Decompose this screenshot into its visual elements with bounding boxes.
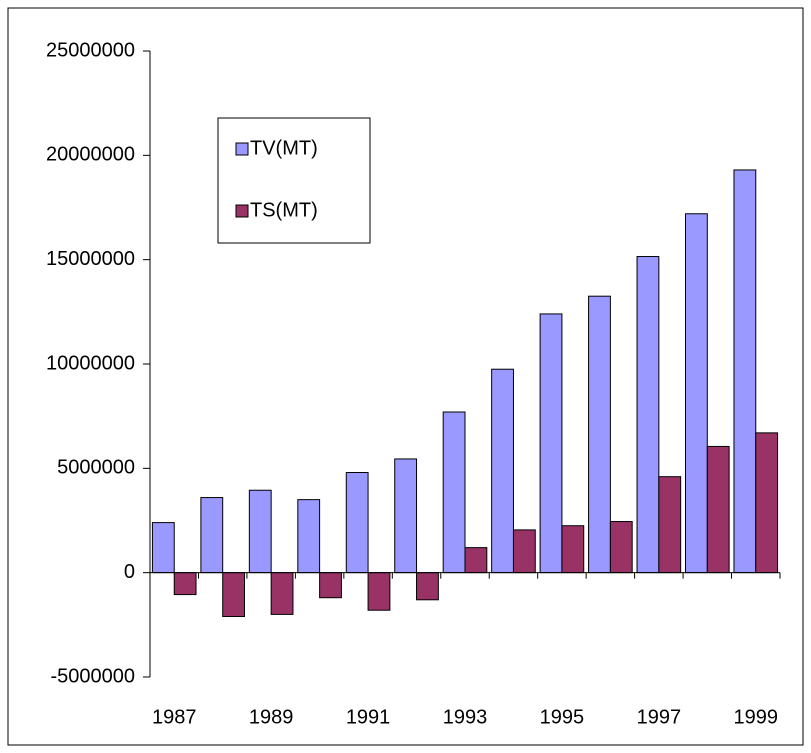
bar xyxy=(561,525,585,574)
x-tick-label: 1989 xyxy=(249,706,294,728)
y-tick-label: 5000000 xyxy=(57,457,135,479)
x-tick-label: 1987 xyxy=(152,706,197,728)
chart-frame xyxy=(7,7,804,746)
x-tick-label: 1997 xyxy=(637,706,682,728)
x-tick-label: 1999 xyxy=(734,706,779,728)
bar xyxy=(733,169,757,574)
legend-swatch xyxy=(235,204,249,218)
x-tick-label: 1991 xyxy=(346,706,391,728)
bar xyxy=(658,476,682,574)
bar xyxy=(297,499,321,574)
y-tick-label: 25000000 xyxy=(46,39,135,61)
bar xyxy=(685,213,708,574)
bar xyxy=(270,572,294,615)
legend-box xyxy=(217,117,371,244)
y-tick-label: 0 xyxy=(124,561,135,583)
legend-label: TS(MT) xyxy=(250,199,318,221)
bar xyxy=(539,313,563,574)
bar xyxy=(367,572,391,611)
bar xyxy=(394,458,418,574)
bar xyxy=(755,432,779,574)
bar xyxy=(464,547,488,574)
legend-label: TV(MT) xyxy=(250,137,318,159)
bar xyxy=(609,521,633,574)
bar xyxy=(588,295,611,574)
bar xyxy=(416,572,439,601)
y-tick-label: 20000000 xyxy=(46,144,135,166)
bar xyxy=(200,497,224,574)
bar xyxy=(636,256,660,574)
bar xyxy=(173,572,197,596)
bar xyxy=(491,368,514,574)
y-tick-label: 15000000 xyxy=(46,248,135,270)
bar xyxy=(706,445,730,574)
x-tick-label: 1995 xyxy=(540,706,585,728)
bar xyxy=(222,572,245,617)
bar xyxy=(248,489,272,574)
x-tick-label: 1993 xyxy=(443,706,488,728)
bar xyxy=(442,411,466,574)
bar xyxy=(319,572,342,599)
legend-swatch xyxy=(235,142,249,156)
bar xyxy=(151,522,175,574)
y-tick-label: 10000000 xyxy=(46,352,135,374)
bar xyxy=(512,529,536,574)
y-tick-label: -5000000 xyxy=(50,665,135,687)
bar xyxy=(345,472,369,574)
